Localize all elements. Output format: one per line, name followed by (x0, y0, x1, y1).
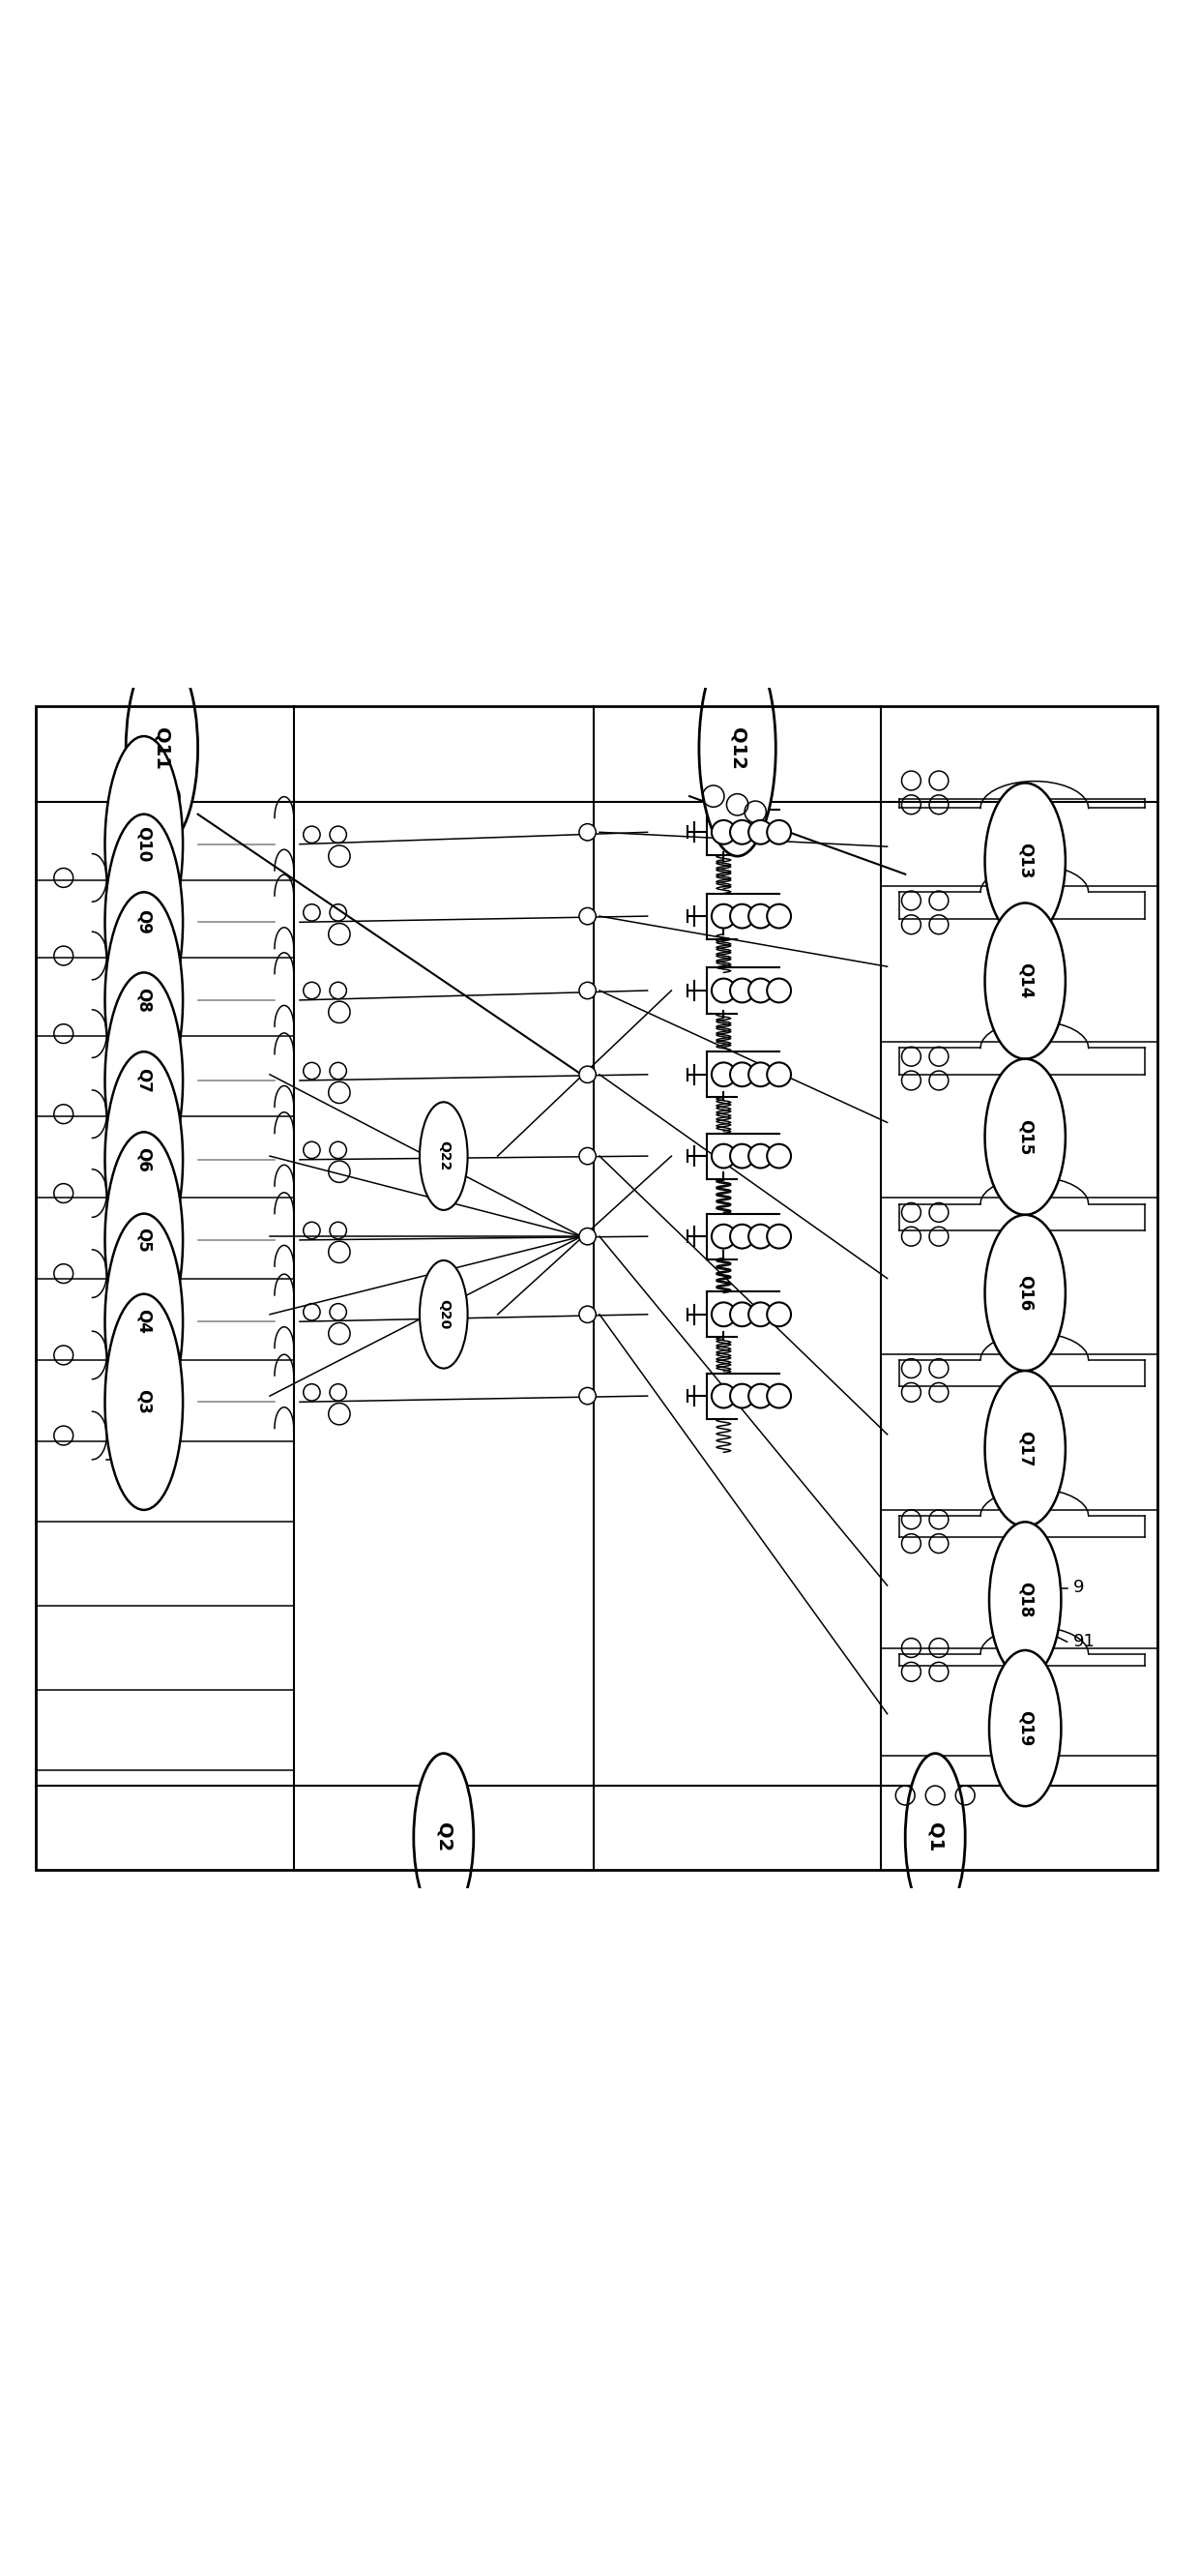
Circle shape (579, 1066, 596, 1082)
Text: Q5: Q5 (135, 1229, 152, 1252)
Circle shape (712, 1224, 736, 1249)
Ellipse shape (984, 904, 1066, 1059)
Ellipse shape (989, 1522, 1061, 1677)
Circle shape (748, 819, 772, 845)
Ellipse shape (420, 1260, 468, 1368)
Text: Q1: Q1 (926, 1824, 945, 1852)
Circle shape (579, 907, 596, 925)
Text: Q22: Q22 (436, 1141, 451, 1172)
Text: Q3: Q3 (135, 1388, 152, 1414)
Ellipse shape (104, 814, 182, 1030)
Ellipse shape (984, 783, 1066, 938)
Circle shape (730, 1144, 754, 1167)
Circle shape (730, 904, 754, 927)
Circle shape (579, 981, 596, 999)
Text: Q15: Q15 (1017, 1118, 1034, 1154)
Text: Q11: Q11 (152, 726, 171, 770)
Circle shape (712, 1303, 736, 1327)
Circle shape (748, 1061, 772, 1087)
Text: Q4: Q4 (135, 1309, 152, 1334)
Ellipse shape (420, 1103, 468, 1211)
Text: Q16: Q16 (1017, 1275, 1034, 1311)
Circle shape (767, 1303, 791, 1327)
Circle shape (767, 1144, 791, 1167)
Ellipse shape (699, 641, 776, 855)
Ellipse shape (414, 1754, 474, 1922)
Ellipse shape (984, 1370, 1066, 1528)
Text: Q6: Q6 (135, 1146, 152, 1172)
Text: Q13: Q13 (1017, 842, 1034, 878)
Text: Q12: Q12 (728, 726, 747, 770)
Circle shape (730, 1224, 754, 1249)
Circle shape (712, 1383, 736, 1409)
Circle shape (712, 904, 736, 927)
Ellipse shape (104, 1131, 182, 1347)
Text: Q19: Q19 (1017, 1710, 1034, 1747)
Ellipse shape (104, 737, 182, 953)
Circle shape (748, 1383, 772, 1409)
Text: 9: 9 (1073, 1579, 1084, 1597)
Circle shape (748, 1303, 772, 1327)
Circle shape (730, 1383, 754, 1409)
Circle shape (730, 1303, 754, 1327)
Ellipse shape (104, 974, 182, 1188)
Circle shape (579, 1306, 596, 1324)
Ellipse shape (905, 1754, 965, 1922)
Text: Q20: Q20 (436, 1298, 451, 1329)
Circle shape (579, 824, 596, 840)
Text: Q9: Q9 (135, 909, 152, 935)
Text: Q14: Q14 (1017, 963, 1034, 999)
Circle shape (767, 979, 791, 1002)
Circle shape (579, 1149, 596, 1164)
Ellipse shape (104, 1293, 182, 1510)
Text: Q17: Q17 (1017, 1430, 1034, 1466)
Circle shape (712, 1061, 736, 1087)
Ellipse shape (989, 1651, 1061, 1806)
Circle shape (748, 1144, 772, 1167)
Circle shape (748, 1224, 772, 1249)
Ellipse shape (104, 1051, 182, 1267)
Ellipse shape (104, 1213, 182, 1430)
Circle shape (730, 819, 754, 845)
Circle shape (579, 1229, 596, 1244)
Circle shape (730, 979, 754, 1002)
Text: Q2: Q2 (434, 1824, 453, 1852)
Text: Q10: Q10 (135, 827, 152, 863)
Circle shape (748, 979, 772, 1002)
Circle shape (579, 1388, 596, 1404)
Ellipse shape (126, 649, 198, 848)
Ellipse shape (104, 891, 182, 1108)
Circle shape (767, 1061, 791, 1087)
Text: Q18: Q18 (1017, 1582, 1034, 1618)
Ellipse shape (984, 1059, 1066, 1216)
Circle shape (712, 819, 736, 845)
Circle shape (767, 1224, 791, 1249)
Circle shape (730, 1061, 754, 1087)
Circle shape (712, 1144, 736, 1167)
Text: Q8: Q8 (135, 987, 152, 1012)
Ellipse shape (984, 1216, 1066, 1370)
Circle shape (748, 904, 772, 927)
Circle shape (712, 979, 736, 1002)
Circle shape (767, 1383, 791, 1409)
Text: 91: 91 (1073, 1633, 1095, 1651)
Circle shape (767, 904, 791, 927)
Text: Q7: Q7 (135, 1069, 152, 1092)
Circle shape (767, 819, 791, 845)
